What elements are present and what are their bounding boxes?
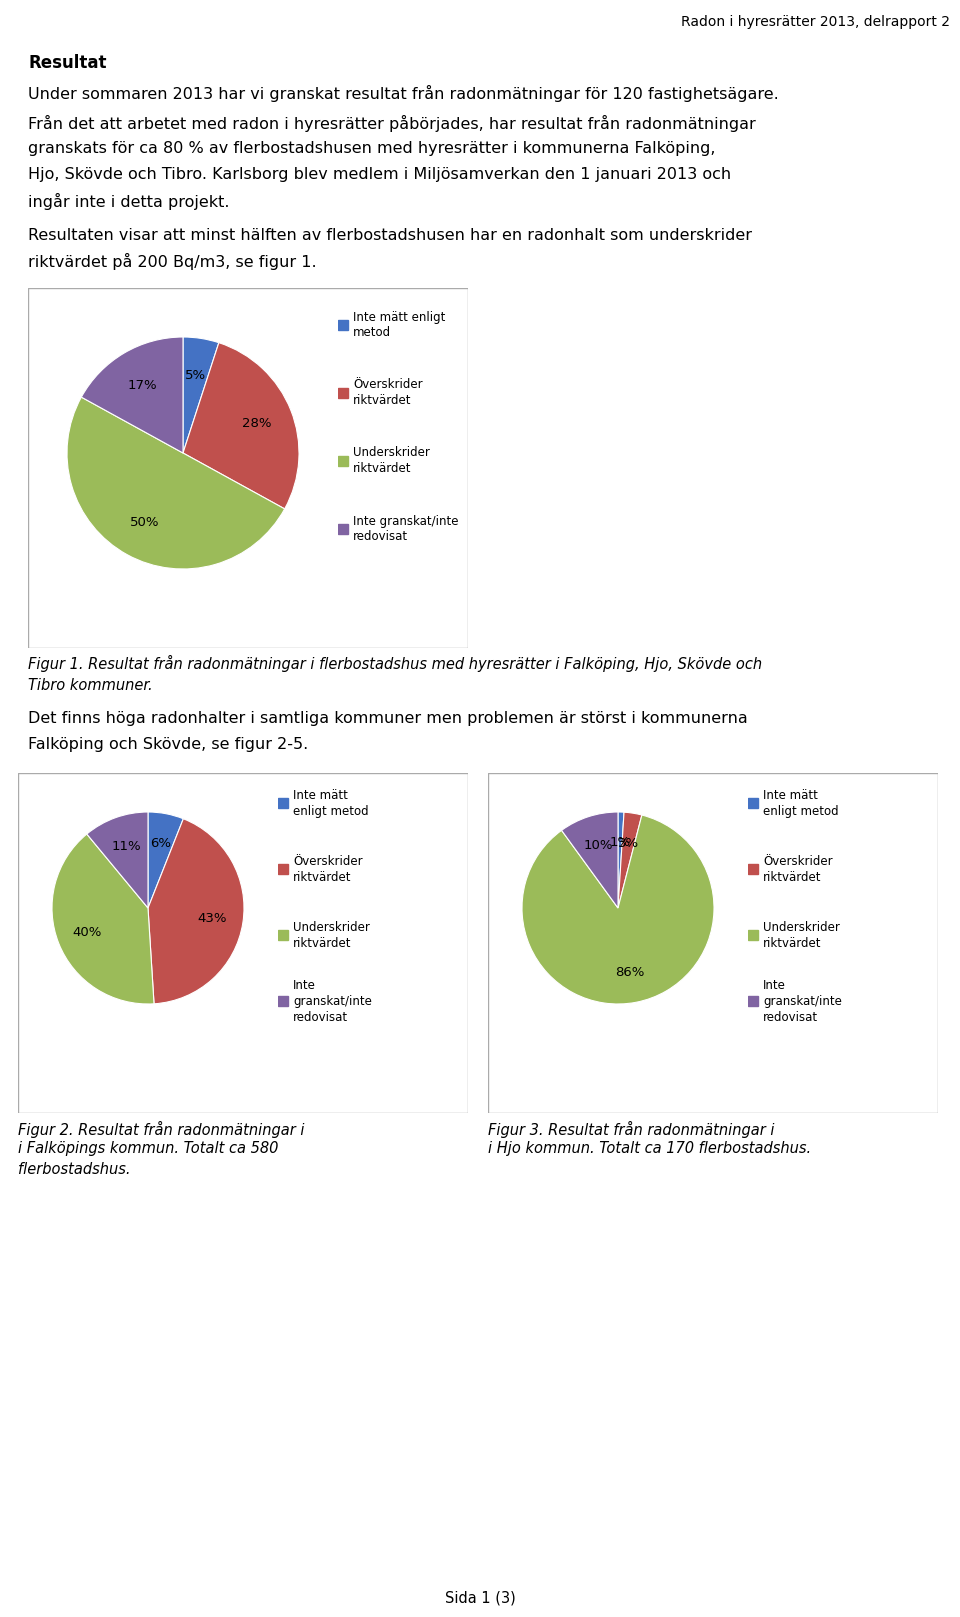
Text: Inte
granskat/inte
redovisat: Inte granskat/inte redovisat bbox=[763, 978, 842, 1024]
Text: Tibro kommuner.: Tibro kommuner. bbox=[28, 678, 153, 692]
Text: Figur 2. Resultat från radonmätningar i: Figur 2. Resultat från radonmätningar i bbox=[18, 1121, 304, 1137]
Text: Inte mätt enligt
metod: Inte mätt enligt metod bbox=[353, 310, 445, 340]
Bar bbox=[338, 388, 348, 398]
Wedge shape bbox=[618, 812, 642, 909]
Text: Under sommaren 2013 har vi granskat resultat från radonmätningar för 120 fastigh: Under sommaren 2013 har vi granskat resu… bbox=[28, 84, 779, 102]
Bar bbox=[278, 863, 288, 875]
Wedge shape bbox=[562, 812, 618, 909]
Wedge shape bbox=[82, 336, 183, 453]
Text: Inte
granskat/inte
redovisat: Inte granskat/inte redovisat bbox=[293, 978, 372, 1024]
Text: 6%: 6% bbox=[150, 838, 171, 851]
Text: Underskrider
riktvärdet: Underskrider riktvärdet bbox=[293, 920, 370, 949]
Text: Resultaten visar att minst hälften av flerbostadshusen har en radonhalt som unde: Resultaten visar att minst hälften av fl… bbox=[28, 228, 752, 243]
Text: Överskrider
riktvärdet: Överskrider riktvärdet bbox=[293, 854, 363, 883]
Wedge shape bbox=[86, 812, 148, 909]
Text: flerbostadshus.: flerbostadshus. bbox=[18, 1161, 131, 1177]
Wedge shape bbox=[522, 815, 714, 1004]
Text: 40%: 40% bbox=[73, 925, 102, 938]
Wedge shape bbox=[148, 818, 244, 1004]
Bar bbox=[748, 930, 758, 939]
Text: 10%: 10% bbox=[583, 839, 612, 852]
Text: Från det att arbetet med radon i hyresrätter påbörjades, har resultat från radon: Från det att arbetet med radon i hyresrä… bbox=[28, 115, 756, 131]
Wedge shape bbox=[618, 812, 624, 909]
Bar bbox=[338, 456, 348, 466]
Text: Underskrider
riktvärdet: Underskrider riktvärdet bbox=[353, 446, 430, 475]
Bar bbox=[748, 996, 758, 1006]
Wedge shape bbox=[52, 834, 154, 1004]
Text: Sida 1 (3): Sida 1 (3) bbox=[444, 1590, 516, 1606]
Text: ingår inte i detta projekt.: ingår inte i detta projekt. bbox=[28, 192, 229, 210]
Wedge shape bbox=[67, 398, 285, 569]
Text: i Falköpings kommun. Totalt ca 580: i Falköpings kommun. Totalt ca 580 bbox=[18, 1142, 278, 1156]
Text: Överskrider
riktvärdet: Överskrider riktvärdet bbox=[763, 854, 832, 883]
Text: Figur 3. Resultat från radonmätningar i: Figur 3. Resultat från radonmätningar i bbox=[488, 1121, 775, 1137]
Text: 17%: 17% bbox=[128, 378, 157, 391]
Text: Figur 1. Resultat från radonmätningar i flerbostadshus med hyresrätter i Falköpi: Figur 1. Resultat från radonmätningar i … bbox=[28, 655, 762, 671]
Text: Inte mätt
enligt metod: Inte mätt enligt metod bbox=[763, 789, 839, 818]
Text: Inte granskat/inte
redovisat: Inte granskat/inte redovisat bbox=[353, 514, 459, 543]
Wedge shape bbox=[183, 336, 219, 453]
Bar bbox=[338, 320, 348, 330]
Text: 50%: 50% bbox=[131, 516, 159, 529]
Text: Radon i hyresrätter 2013, delrapport 2: Radon i hyresrätter 2013, delrapport 2 bbox=[681, 15, 950, 29]
Text: Överskrider
riktvärdet: Överskrider riktvärdet bbox=[353, 378, 422, 407]
Text: Underskrider
riktvärdet: Underskrider riktvärdet bbox=[763, 920, 840, 949]
Text: 86%: 86% bbox=[615, 965, 645, 978]
Text: 1%: 1% bbox=[610, 836, 631, 849]
Text: 3%: 3% bbox=[617, 838, 638, 851]
Text: i Hjo kommun. Totalt ca 170 flerbostadshus.: i Hjo kommun. Totalt ca 170 flerbostadsh… bbox=[488, 1142, 811, 1156]
Bar bbox=[278, 930, 288, 939]
Text: riktvärdet på 200 Bq/m3, se figur 1.: riktvärdet på 200 Bq/m3, se figur 1. bbox=[28, 252, 317, 270]
Text: 5%: 5% bbox=[184, 369, 205, 382]
Text: Det finns höga radonhalter i samtliga kommuner men problemen är störst i kommune: Det finns höga radonhalter i samtliga ko… bbox=[28, 711, 748, 726]
Text: 28%: 28% bbox=[242, 417, 271, 430]
Text: Inte mätt
enligt metod: Inte mätt enligt metod bbox=[293, 789, 369, 818]
Text: Falköping och Skövde, se figur 2-5.: Falköping och Skövde, se figur 2-5. bbox=[28, 737, 308, 752]
Bar bbox=[278, 996, 288, 1006]
Text: 11%: 11% bbox=[111, 841, 141, 854]
Bar bbox=[748, 799, 758, 808]
Text: granskats för ca 80 % av flerbostadshusen med hyresrätter i kommunerna Falköping: granskats för ca 80 % av flerbostadshuse… bbox=[28, 142, 715, 157]
Bar bbox=[338, 524, 348, 534]
Text: Hjo, Skövde och Tibro. Karlsborg blev medlem i Miljösamverkan den 1 januari 2013: Hjo, Skövde och Tibro. Karlsborg blev me… bbox=[28, 168, 732, 183]
Wedge shape bbox=[148, 812, 183, 909]
Text: Resultat: Resultat bbox=[28, 53, 107, 71]
Bar bbox=[278, 799, 288, 808]
Text: 43%: 43% bbox=[198, 912, 228, 925]
Bar bbox=[748, 863, 758, 875]
Wedge shape bbox=[183, 343, 299, 509]
